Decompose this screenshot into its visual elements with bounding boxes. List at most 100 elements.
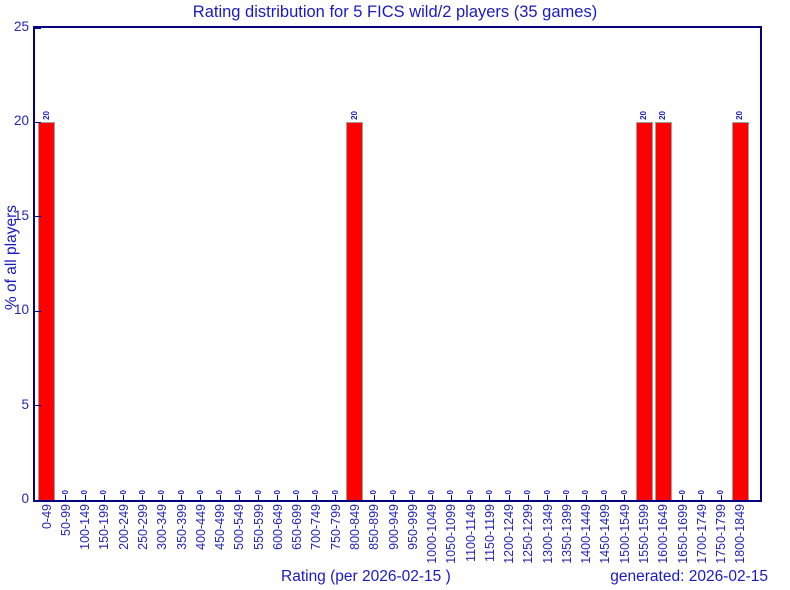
bar-value-label: 20 [735,110,745,120]
x-tick-mark [181,495,183,500]
x-tick-label: 1450-1499 [598,504,613,564]
x-tick-mark [65,495,67,500]
bar [654,122,672,500]
bar-value-label: 0 [369,489,379,494]
y-tick-label: 5 [21,396,29,412]
x-tick-label: 800-849 [347,504,362,550]
bar-value-label: 0 [523,489,533,494]
bar-value-label: 0 [427,489,437,494]
bar-value-label: 0 [157,489,167,494]
bar-value-label: 0 [99,489,109,494]
y-tick-mark [35,216,41,218]
y-tick-mark [35,405,41,407]
x-tick-mark [624,495,626,500]
bar [731,122,749,500]
x-tick-mark [123,495,125,500]
x-tick-label: 700-749 [309,504,324,550]
x-tick-label: 50-99 [58,504,73,536]
y-tick-mark [35,310,41,312]
x-tick-label: 1200-1249 [502,504,517,564]
y-axis-title: % of all players [3,205,20,311]
y-tick-label: 20 [13,113,29,129]
x-tick-label: 1000-1049 [425,504,440,564]
x-tick-mark [470,495,472,500]
x-tick-mark [720,495,722,500]
bar-value-label: 0 [465,489,475,494]
x-tick-mark [315,495,317,500]
x-tick-label: 350-399 [174,504,189,550]
x-tick-label: 450-499 [213,504,228,550]
bar-value-label: 0 [292,489,302,494]
x-tick-label: 150-199 [97,504,112,550]
x-tick-mark [84,495,86,500]
y-tick-mark [35,27,41,29]
x-tick-label: 1050-1099 [444,504,459,564]
x-tick-label: 0-49 [39,504,54,530]
bar-value-label: 0 [388,489,398,494]
y-tick-label: 15 [13,207,29,223]
plot-inner: 20 0 0 0 0 0 0 0 0 0 0 0 0 0 0 0 20 0 0 0 0 0 0 0 0 0 0 0 0 0 0 20 20 0 0 0… [35,27,760,501]
x-tick-label: 900-949 [386,504,401,550]
x-tick-mark [393,495,394,500]
generated-timestamp: generated: 2026-02-15 [610,568,768,585]
x-tick-label: 250-299 [135,504,150,550]
x-tick-label: 950-999 [405,504,420,550]
x-tick-mark [277,495,279,500]
y-tick-label: 0 [21,491,29,506]
x-tick-label: 400-449 [193,504,208,550]
bar-value-label: 0 [696,489,706,494]
bar-value-label: 0 [80,489,90,494]
x-tick-label: 1600-1649 [656,504,671,564]
bar-value-label: 0 [716,489,726,494]
bar-value-label: 0 [504,489,514,494]
bar-value-label: 0 [330,489,340,494]
y-tick-label: 25 [13,19,29,34]
x-tick-label: 1250-1299 [521,504,536,564]
bar [346,122,364,500]
x-tick-label: 300-349 [155,504,170,550]
x-tick-mark [508,495,510,500]
x-tick-label: 750-799 [328,504,343,550]
x-tick-label: 1650-1699 [675,504,690,564]
x-tick-mark [450,495,452,500]
x-tick-label: 500-549 [232,504,247,550]
bar-value-label: 0 [600,489,610,494]
x-tick-mark [103,495,105,500]
x-tick-label: 200-249 [116,504,131,550]
bar-value-label: 0 [137,489,147,494]
x-tick-mark [296,495,298,500]
bar-value-label: 0 [446,489,456,494]
x-tick-mark [219,495,221,500]
x-tick-mark [489,495,491,500]
x-tick-mark [604,495,606,500]
x-tick-mark [701,495,703,500]
x-tick-mark [200,495,202,500]
x-tick-mark [431,495,433,500]
x-tick-mark [238,495,240,500]
bar-value-label: 0 [272,489,282,494]
x-tick-label: 1150-1199 [482,504,497,562]
x-tick-label: 1500-1549 [617,504,632,564]
x-tick-label: 1800-1849 [733,504,748,564]
y-tick-label: 10 [13,302,29,318]
bar-value-label: 20 [41,110,51,120]
x-tick-label: 100-149 [78,504,93,550]
bar-value-label: 20 [639,110,648,120]
bar-value-label: 0 [311,489,321,494]
bar-value-label: 0 [619,489,629,494]
x-tick-label: 550-599 [251,504,266,550]
bar-value-label: 0 [60,489,70,494]
bar-value-label: 20 [349,110,359,120]
x-tick-label: 1350-1399 [559,504,574,564]
bar-value-label: 0 [407,489,417,494]
x-tick-mark [566,495,568,500]
x-tick-mark [335,495,337,500]
x-tick-mark [142,495,144,500]
x-tick-mark [585,495,587,500]
bar-value-label: 0 [176,489,186,494]
x-tick-mark [373,495,375,500]
bar-value-label: 0 [253,489,263,494]
bar-value-label: 20 [658,110,668,120]
x-tick-label: 650-699 [290,504,305,550]
x-tick-label: 1700-1749 [694,504,709,564]
